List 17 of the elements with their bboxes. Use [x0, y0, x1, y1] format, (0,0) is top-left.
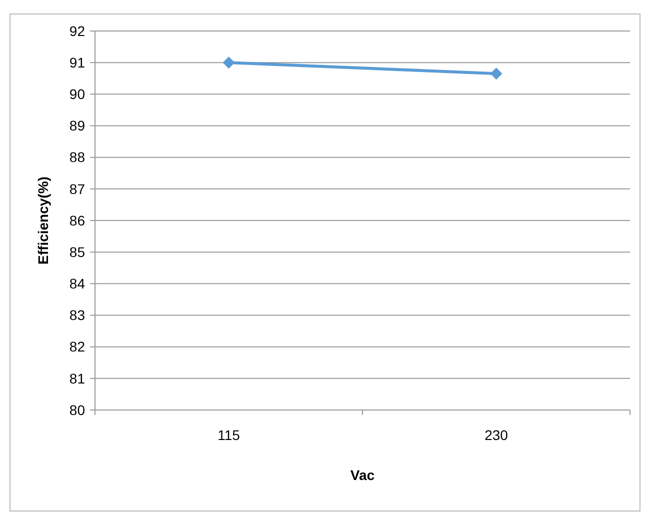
x-axis-title: Vac	[350, 467, 375, 483]
x-tick-label: 230	[484, 427, 508, 443]
y-tick-label: 84	[69, 276, 86, 292]
y-tick-label: 81	[69, 370, 86, 386]
y-tick-label: 89	[69, 118, 86, 134]
y-tick-label: 90	[69, 86, 86, 102]
y-axis-title: Efficiency(%)	[35, 176, 51, 264]
y-tick-label: 86	[69, 212, 86, 228]
y-tick-label: 92	[69, 22, 86, 39]
y-tick-label: 88	[69, 149, 86, 166]
y-tick-label: 80	[69, 402, 86, 418]
y-tick-label: 91	[69, 54, 86, 70]
x-tick-label: 115	[218, 427, 240, 443]
y-tick-label: 87	[69, 180, 86, 197]
y-tick-label: 83	[69, 307, 86, 324]
y-tick-label: 85	[69, 244, 86, 260]
y-tick-label: 82	[69, 338, 86, 355]
